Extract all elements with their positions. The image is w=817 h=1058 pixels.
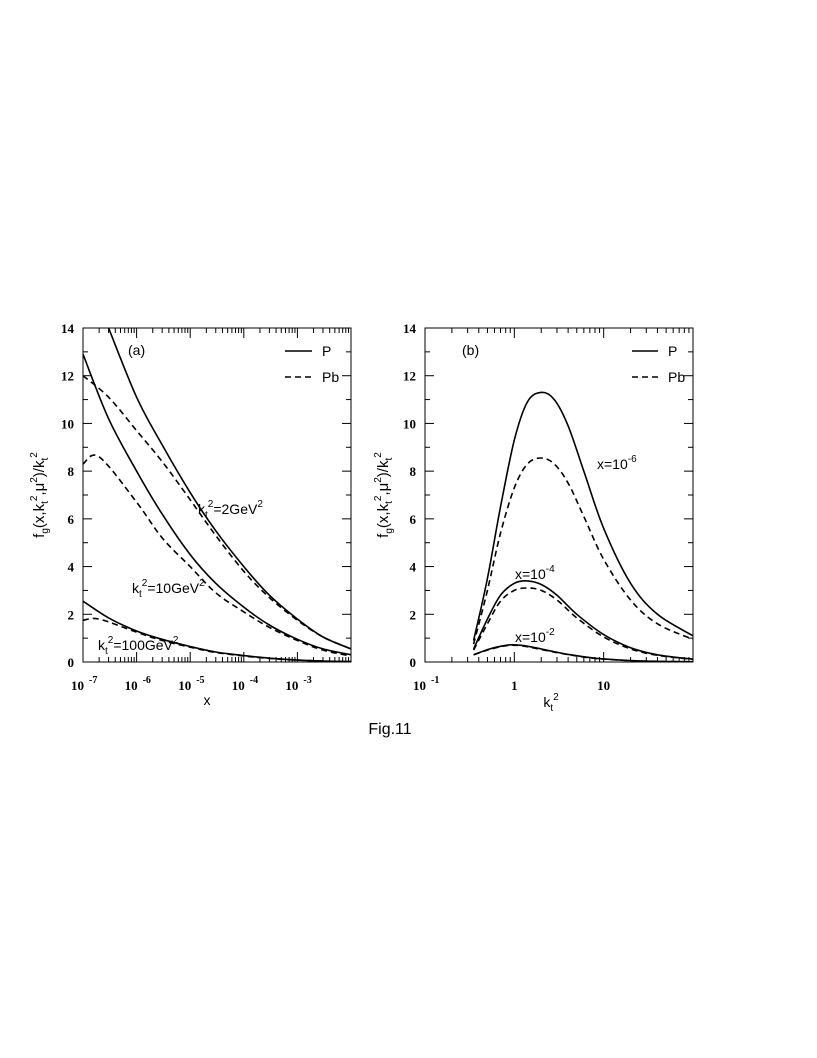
panel-b-x-axis-label: kt2 [543, 692, 559, 714]
panel-a-xtick-label: 10 -6 [125, 675, 151, 693]
panel-a-curves [83, 328, 351, 662]
panel-a-series-1-dashed-line [83, 375, 351, 650]
panel-b-ticks: 0 2 4 6 8 10 12 14 10 -1 1 10 [403, 321, 693, 693]
panel-b-label: (b) [462, 342, 479, 358]
panel-a-annotation-kt2-10: kt2=10GeV2 [132, 578, 205, 600]
panel-b-ytick-label: 8 [410, 464, 417, 479]
panel-b-series-0-solid-line [472, 391, 693, 641]
panel-b-legend-pb: Pb [668, 369, 685, 385]
panel-b-legend-p: P [668, 343, 677, 359]
panel-b-y-axis-label: fg(x,kt2,μ2)/kt2 [373, 452, 395, 538]
panel-b-series-5-dashed-line [473, 644, 693, 662]
panel-a-legend-p: P [322, 343, 331, 359]
panel-a-ticks: 0 2 4 6 8 10 12 14 10 -7 10 -6 10 -5 10 -4 10 -3 [61, 321, 351, 693]
panel-b-ytick-label: 12 [403, 369, 416, 384]
panel-a-xtick-label: 10 -3 [285, 675, 311, 693]
panel-b-series-4-solid-line [473, 643, 693, 662]
panel-a-ytick-label: 14 [61, 321, 75, 336]
panel-a-ytick-label: 8 [68, 464, 75, 479]
panel-a-ytick-label: 4 [68, 560, 75, 575]
panel-a-series-4-solid-line [83, 600, 351, 662]
panel-b-ytick-label: 4 [410, 560, 417, 575]
panel-a-ytick-label: 2 [68, 607, 75, 622]
panel-a-series-0-solid-line [107, 328, 351, 650]
panel-b-annotation-x-1e-6: x=10-6 [597, 454, 637, 472]
panel-a-legend-pb: Pb [322, 369, 339, 385]
panel-a-series-3-dashed-line [83, 454, 351, 657]
panel-a-x-axis-label: x [204, 692, 211, 708]
panel-a-ytick-label: 0 [68, 655, 75, 670]
panel-b-annotation-x-1e-2: x=10-2 [515, 627, 555, 645]
panel-a-annotation-kt2-100: kt2=100GeV2 [98, 635, 179, 657]
panel-b-series-2-solid-line [472, 580, 693, 660]
panel-a-series-2-solid-line [83, 353, 351, 656]
panel-b-ytick-label: 14 [403, 321, 417, 336]
panel-a-y-axis-label: fg(x,kt2,μ2)/kt2 [29, 452, 51, 538]
panel-b-ytick-label: 6 [410, 512, 417, 527]
panel-a-ytick-label: 12 [61, 369, 74, 384]
panel-a-xtick-label: 10 -5 [178, 675, 204, 693]
panel-b-xtick-label: 10 -1 [413, 675, 439, 693]
panel-b-ytick-label: 0 [410, 655, 417, 670]
panel-b-annotation-x-1e-4: x=10-4 [515, 564, 555, 582]
panel-b-series-1-dashed-line [472, 457, 693, 645]
panel-b-curves [472, 391, 693, 662]
panel-a-series-5-dashed-line [83, 617, 351, 662]
panel-a-label: (a) [128, 342, 145, 358]
panel-b-ytick-label: 2 [410, 607, 417, 622]
panel-b-series-3-dashed-line [472, 587, 693, 661]
panel-a-ytick-label: 6 [68, 512, 75, 527]
panel-b-ytick-label: 10 [403, 416, 416, 431]
panel-a-xtick-label: 10 -7 [71, 675, 97, 693]
panel-a-annotation-kt2-2: kt2=2GeV2 [198, 499, 263, 521]
panel-b-xtick-label: 1 [511, 678, 518, 693]
panel-b-xtick-label: 10 [597, 678, 610, 693]
panel-a: 0 2 4 6 8 10 12 14 10 -7 10 -6 10 -5 10 -4 10 -3 (a) P Pb… [29, 321, 352, 708]
panel-a-frame [82, 327, 352, 663]
panel-b-frame [424, 327, 694, 663]
panel-a-ytick-label: 10 [61, 416, 74, 431]
figure-caption: Fig.11 [368, 721, 411, 738]
panel-b: 0 2 4 6 8 10 12 14 10 -1 1 10 (b) P Pb x=10-6 x=10-… [373, 321, 694, 714]
panel-a-xtick-label: 10 -4 [232, 675, 258, 693]
